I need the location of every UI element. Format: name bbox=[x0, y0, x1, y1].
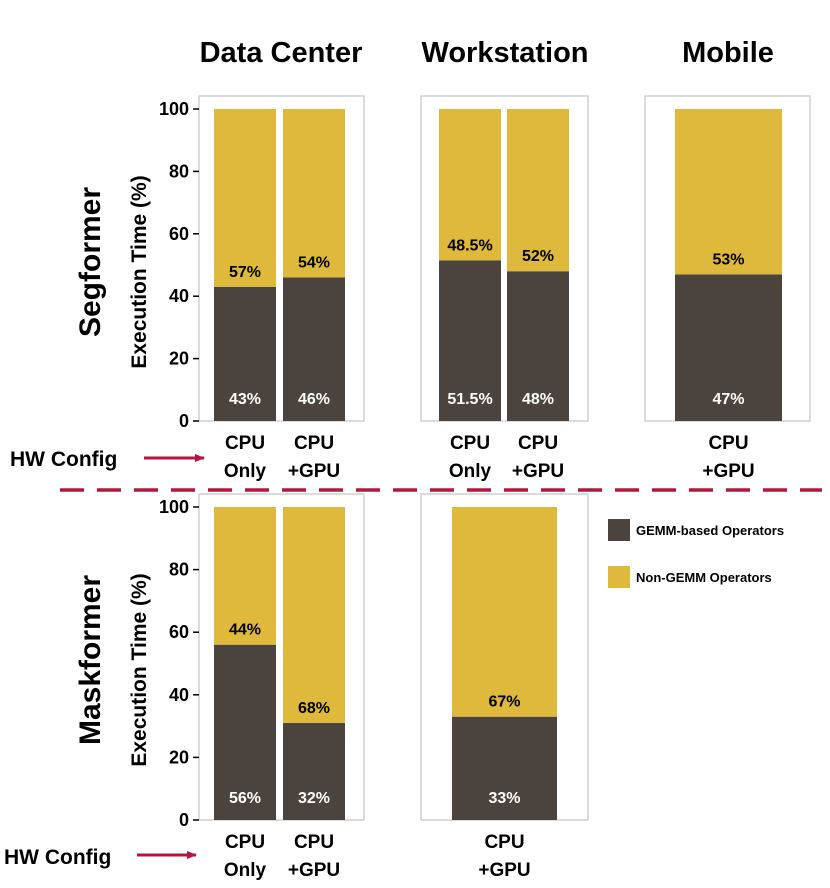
data-label-maskformer-data-center-0-nongemm: 44% bbox=[229, 622, 261, 639]
hw-config-label-bottom: HW Config bbox=[4, 846, 111, 869]
category-label-maskformer-data-center-0-line2: Only bbox=[224, 860, 267, 881]
category-label-segformer-mobile-0-line1: CPU bbox=[708, 433, 748, 454]
data-label-maskformer-data-center-0-gemm: 56% bbox=[229, 790, 261, 807]
data-label-segformer-workstation-0-nongemm: 48.5% bbox=[447, 237, 492, 254]
y-tick-label-segformer-data-center-0: 0 bbox=[179, 411, 189, 431]
data-label-segformer-workstation-0-gemm: 51.5% bbox=[447, 391, 492, 408]
data-label-maskformer-data-center-1-nongemm: 68% bbox=[298, 700, 330, 717]
y-tick-label-segformer-data-center-80: 80 bbox=[169, 161, 189, 181]
bar-segformer-mobile-0-gemm bbox=[675, 274, 782, 421]
bar-maskformer-workstation-0-nongemm bbox=[452, 507, 557, 717]
y-tick-label-segformer-data-center-60: 60 bbox=[169, 224, 189, 244]
y-tick-label-maskformer-data-center-60: 60 bbox=[169, 622, 189, 642]
legend-label-gemm: GEMM-based Operators bbox=[636, 523, 784, 538]
bar-maskformer-data-center-0-nongemm bbox=[214, 507, 276, 645]
category-label-segformer-workstation-1-line2: +GPU bbox=[512, 461, 564, 482]
category-label-segformer-data-center-0-line2: Only bbox=[224, 461, 267, 482]
column-header-mobile: Mobile bbox=[682, 37, 774, 69]
category-label-segformer-workstation-0-line1: CPU bbox=[450, 433, 490, 454]
data-label-segformer-workstation-1-gemm: 48% bbox=[522, 391, 554, 408]
bar-segformer-data-center-1-gemm bbox=[283, 277, 345, 421]
bar-segformer-workstation-0-nongemm bbox=[439, 109, 501, 261]
data-label-maskformer-workstation-0-nongemm: 67% bbox=[488, 694, 520, 711]
bar-segformer-workstation-0-gemm bbox=[439, 260, 501, 421]
category-label-segformer-workstation-0-line2: Only bbox=[449, 461, 492, 482]
bar-segformer-data-center-1-nongemm bbox=[283, 109, 345, 278]
data-label-segformer-data-center-0-nongemm: 57% bbox=[229, 264, 261, 281]
column-header-workstation: Workstation bbox=[421, 37, 588, 69]
data-label-segformer-data-center-1-gemm: 46% bbox=[298, 391, 330, 408]
legend-swatch-nongemm bbox=[608, 566, 630, 588]
column-header-data-center: Data Center bbox=[200, 37, 363, 69]
bar-segformer-workstation-1-gemm bbox=[507, 271, 569, 421]
panel-frame-maskformer-data-center bbox=[198, 493, 365, 821]
row-label-maskformer: Maskformer bbox=[74, 575, 107, 745]
y-tick-label-maskformer-data-center-20: 20 bbox=[169, 747, 189, 767]
category-label-segformer-data-center-0-line1: CPU bbox=[225, 433, 265, 454]
bar-maskformer-data-center-1-nongemm bbox=[283, 507, 345, 723]
category-label-segformer-data-center-1-line1: CPU bbox=[294, 433, 334, 454]
category-label-segformer-mobile-0-line2: +GPU bbox=[702, 461, 754, 482]
data-label-segformer-mobile-0-gemm: 47% bbox=[712, 391, 744, 408]
category-label-maskformer-workstation-0-line1: CPU bbox=[484, 832, 524, 853]
data-label-maskformer-data-center-1-gemm: 32% bbox=[298, 790, 330, 807]
bar-segformer-mobile-0-nongemm bbox=[675, 109, 782, 275]
y-tick-label-maskformer-data-center-0: 0 bbox=[179, 810, 189, 830]
bar-segformer-workstation-1-nongemm bbox=[507, 109, 569, 272]
y-axis-label-maskformer: Execution Time (%) bbox=[128, 573, 151, 766]
category-label-maskformer-workstation-0-line2: +GPU bbox=[478, 860, 530, 881]
y-tick-label-segformer-data-center-20: 20 bbox=[169, 349, 189, 369]
y-tick-label-maskformer-data-center-40: 40 bbox=[169, 685, 189, 705]
y-tick-label-segformer-data-center-40: 40 bbox=[169, 286, 189, 306]
data-label-segformer-mobile-0-nongemm: 53% bbox=[712, 251, 744, 268]
bar-maskformer-workstation-0-gemm bbox=[452, 716, 557, 820]
y-tick-label-maskformer-data-center-100: 100 bbox=[159, 497, 189, 517]
data-label-segformer-workstation-1-nongemm: 52% bbox=[522, 248, 554, 265]
chart-panels: 0 20 40 60 80 100 43% 57% CPU Only 46% 54% CPU +GPU 51… bbox=[159, 95, 811, 881]
bar-segformer-data-center-0-nongemm bbox=[214, 109, 276, 287]
category-label-maskformer-data-center-1-line1: CPU bbox=[294, 832, 334, 853]
row-label-segformer: Segformer bbox=[74, 187, 107, 337]
legend-label-nongemm: Non-GEMM Operators bbox=[636, 570, 772, 585]
panel-frame-segformer-workstation bbox=[420, 95, 589, 422]
data-label-maskformer-workstation-0-gemm: 33% bbox=[488, 790, 520, 807]
category-label-segformer-workstation-1-line1: CPU bbox=[518, 433, 558, 454]
data-label-segformer-data-center-0-gemm: 43% bbox=[229, 391, 261, 408]
category-label-maskformer-data-center-0-line1: CPU bbox=[225, 832, 265, 853]
category-label-segformer-data-center-1-line2: +GPU bbox=[288, 461, 340, 482]
legend-swatch-gemm bbox=[608, 519, 630, 541]
y-axis-label-segformer: Execution Time (%) bbox=[128, 175, 151, 368]
bar-maskformer-data-center-1-gemm bbox=[283, 722, 345, 820]
bar-segformer-data-center-0-gemm bbox=[214, 286, 276, 421]
panel-frame-segformer-data-center bbox=[198, 95, 365, 422]
bar-maskformer-data-center-0-gemm bbox=[214, 644, 276, 820]
hw-config-label-top: HW Config bbox=[10, 448, 117, 471]
category-label-maskformer-data-center-1-line2: +GPU bbox=[288, 860, 340, 881]
y-tick-label-segformer-data-center-100: 100 bbox=[159, 99, 189, 119]
data-label-segformer-data-center-1-nongemm: 54% bbox=[298, 254, 330, 271]
y-tick-label-maskformer-data-center-80: 80 bbox=[169, 560, 189, 580]
